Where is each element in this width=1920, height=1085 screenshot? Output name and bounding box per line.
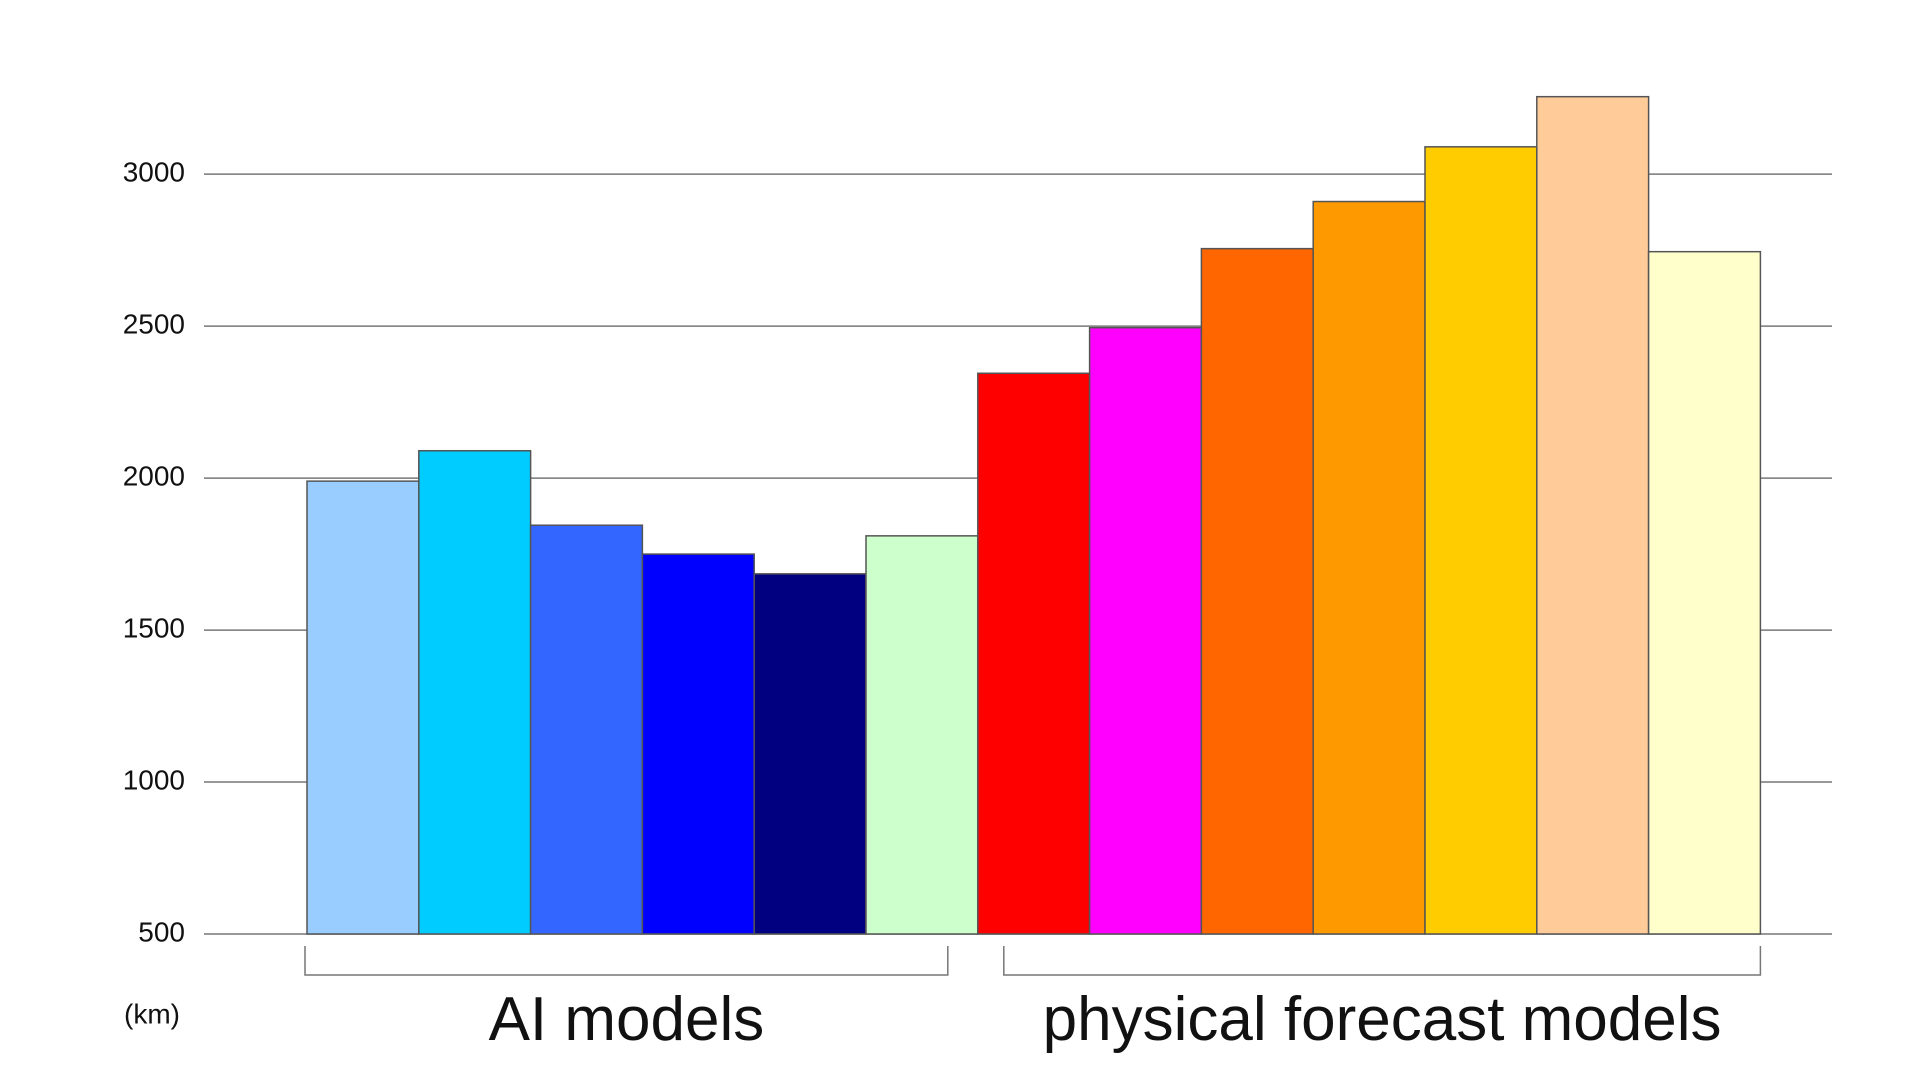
- bar: [977, 372, 1091, 935]
- group-bracket: [304, 946, 949, 976]
- bar: [1200, 247, 1314, 935]
- group-label: physical forecast models: [1043, 985, 1722, 1054]
- bar: [418, 450, 532, 935]
- bar: [1088, 326, 1203, 935]
- y-tick-label: 1000: [123, 764, 185, 795]
- bar: [1312, 200, 1426, 935]
- bar: [1536, 95, 1650, 935]
- group-label: AI models: [489, 985, 765, 1054]
- bar: [753, 573, 867, 935]
- group-bracket: [1003, 946, 1762, 976]
- y-unit-label: (km): [124, 998, 180, 1029]
- bar: [641, 553, 755, 935]
- bar: [306, 480, 420, 935]
- bar: [865, 535, 979, 935]
- bar: [1424, 146, 1538, 935]
- y-tick-label: 3000: [123, 157, 185, 188]
- bar: [529, 524, 644, 935]
- y-tick-label: 2500: [123, 309, 185, 340]
- y-tick-label: 500: [138, 916, 185, 947]
- y-tick-label: 2000: [123, 460, 185, 491]
- y-tick-label: 1500: [123, 612, 185, 643]
- bar: [1647, 250, 1762, 935]
